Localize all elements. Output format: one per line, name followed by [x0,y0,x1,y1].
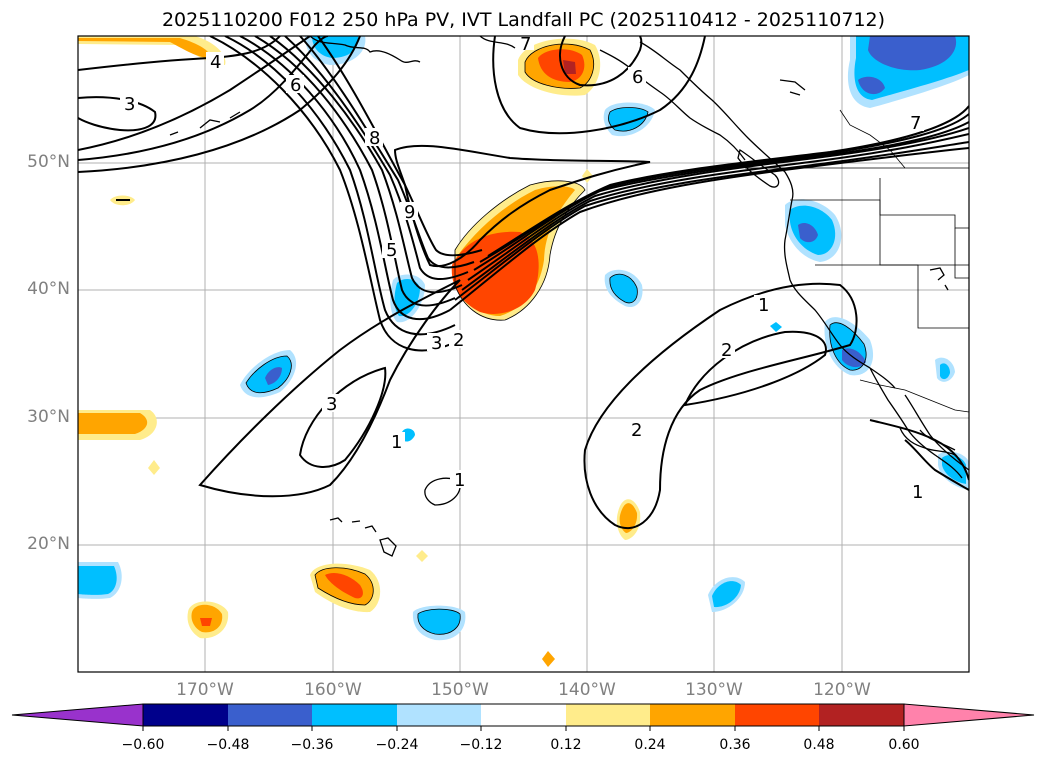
contour-labels: 3 4 6 8 9 5 3 2 3 1 1 2 2 1 [120,34,926,503]
lon-label-120w: 120°W [813,680,871,700]
colorbar-segment [650,704,735,726]
colorbar-tick-label: 0.12 [550,737,582,753]
contour-label: 1 [912,482,923,503]
lon-label-170w: 170°W [176,680,234,700]
colorbar-segment [143,704,228,726]
negative-anomaly-shading [78,36,969,641]
alaska-panhandle [599,49,746,161]
contour-label: 4 [210,52,221,73]
bc-coast [639,41,794,201]
east-pacific-loop-2 [683,330,827,407]
gridlines [78,36,969,672]
hawaiian-islands [329,517,397,557]
colorbar [11,703,1035,731]
lon-label-130w: 130°W [685,680,743,700]
contour-label: 7 [520,34,531,55]
colorbar-segment [228,704,312,726]
lon-label-140w: 140°W [558,680,616,700]
east-pacific-loop-1 [583,282,858,530]
contour-label: 2 [721,340,732,361]
lon-label-150w: 150°W [431,680,489,700]
colorbar-segment [819,704,904,726]
colorbar-tick-label: 0.60 [888,737,920,753]
contour-label: 1 [391,432,402,453]
lon-label-160w: 160°W [304,680,362,700]
contour-label: 7 [910,113,921,134]
contour-outer [78,36,311,151]
contour-label: 3 [326,394,337,415]
colorbar-segment [566,704,650,726]
south-contour-1 [869,419,969,481]
gulf-of-california [904,394,969,471]
colorbar-segment [312,704,397,726]
colorbar-segment [397,704,481,726]
contour-label: 6 [632,67,643,88]
colorbar-tick-label: 0.24 [634,737,666,753]
colorbar-tick-label: −0.60 [121,737,165,753]
map-title: 2025110200 F012 250 hPa PV, IVT Landfall… [161,9,886,31]
map-frame [77,35,970,673]
contour-label: 8 [369,128,380,149]
trough-1 [209,36,461,352]
colorbar-tick-label: −0.12 [459,737,503,753]
southern-loop-1 [198,279,461,498]
contour-label: 6 [290,75,301,96]
colorbar-tick-label: 0.36 [719,737,751,753]
colorbar-tick-label: 0.48 [803,737,835,753]
colorbar-tick-label: −0.36 [290,737,334,753]
contour-label: 1 [758,295,769,316]
contour-label: 5 [386,240,397,261]
colorbar-extend-high [903,703,1035,727]
contour-label: 1 [454,470,465,491]
contour-label: 2 [453,330,464,351]
lat-label-20n: 20°N [27,534,70,554]
contour-label: 3 [431,333,442,354]
contour-label: 3 [124,94,135,115]
contour-label: 9 [404,202,415,223]
jet-band-1 [449,147,969,311]
alaska-coast [309,36,516,63]
contour-label: 2 [631,420,642,441]
lat-label-50n: 50°N [27,152,70,172]
map-plot-area: 3 4 6 8 9 5 3 2 3 1 1 2 2 1 [78,34,969,672]
lat-label-30n: 30°N [27,407,70,427]
colorbar-tick-label: −0.48 [206,737,250,753]
lat-label-40n: 40°N [27,279,70,299]
colorbar-tick-label: −0.24 [375,737,419,753]
gulf-ridge-contour [492,36,706,135]
colorbar-segment [735,704,819,726]
anomaly-outlines [245,43,867,635]
colorbar-extend-low [11,703,144,727]
colorbar-segment [481,704,566,726]
coastlines [169,36,969,557]
